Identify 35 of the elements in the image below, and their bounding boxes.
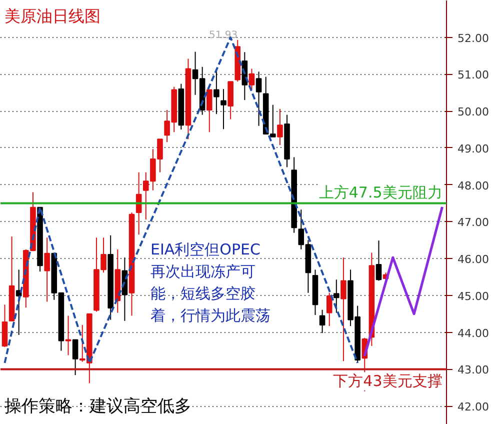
y-tick-label: 49.00	[458, 142, 489, 156]
y-tick-label: 42.00	[458, 400, 489, 414]
candlestick	[220, 88, 226, 130]
candlestick	[72, 339, 78, 376]
candlestick	[319, 309, 326, 334]
annotation: 51.93	[208, 30, 238, 41]
y-tick-label: 43.00	[458, 364, 489, 377]
candlestick	[248, 68, 255, 91]
y-tick-label: 52.00	[458, 32, 489, 45]
y-tick-label: 50.00	[458, 106, 489, 119]
candlestick	[326, 292, 332, 327]
annotation: 着，行情为此震荡	[150, 306, 270, 324]
y-tick-label: 51.00	[458, 68, 489, 82]
ref-line-label: 下方43美元支撑	[333, 372, 442, 390]
y-tick-label: 45.00	[458, 290, 489, 303]
candlestick	[340, 256, 346, 362]
candlestick	[277, 108, 283, 146]
candlestick	[376, 240, 382, 282]
y-tick-label: 48.00	[458, 179, 489, 192]
y-tick-label: 46.00	[458, 253, 489, 266]
annotation: 能，短线多空胶	[150, 284, 256, 302]
line-series	[363, 206, 444, 358]
annotation: 再次出现冻产可	[150, 262, 256, 280]
y-tick-label: 47.00	[458, 216, 489, 230]
candlestick	[334, 279, 340, 314]
candlestick	[44, 237, 50, 302]
annotation: EIA利空但OPEC	[150, 240, 260, 258]
candlestick	[2, 304, 8, 348]
candlestick	[206, 89, 212, 133]
ref-line-label: 上方47.5美元阻力	[318, 183, 442, 202]
chart-title: 美原油日线图	[4, 6, 100, 26]
candlestick	[65, 315, 72, 356]
annotation: 操作策略：建议高空低多	[4, 396, 192, 416]
y-tick-label: 44.00	[458, 326, 489, 340]
candlestick	[256, 71, 262, 126]
